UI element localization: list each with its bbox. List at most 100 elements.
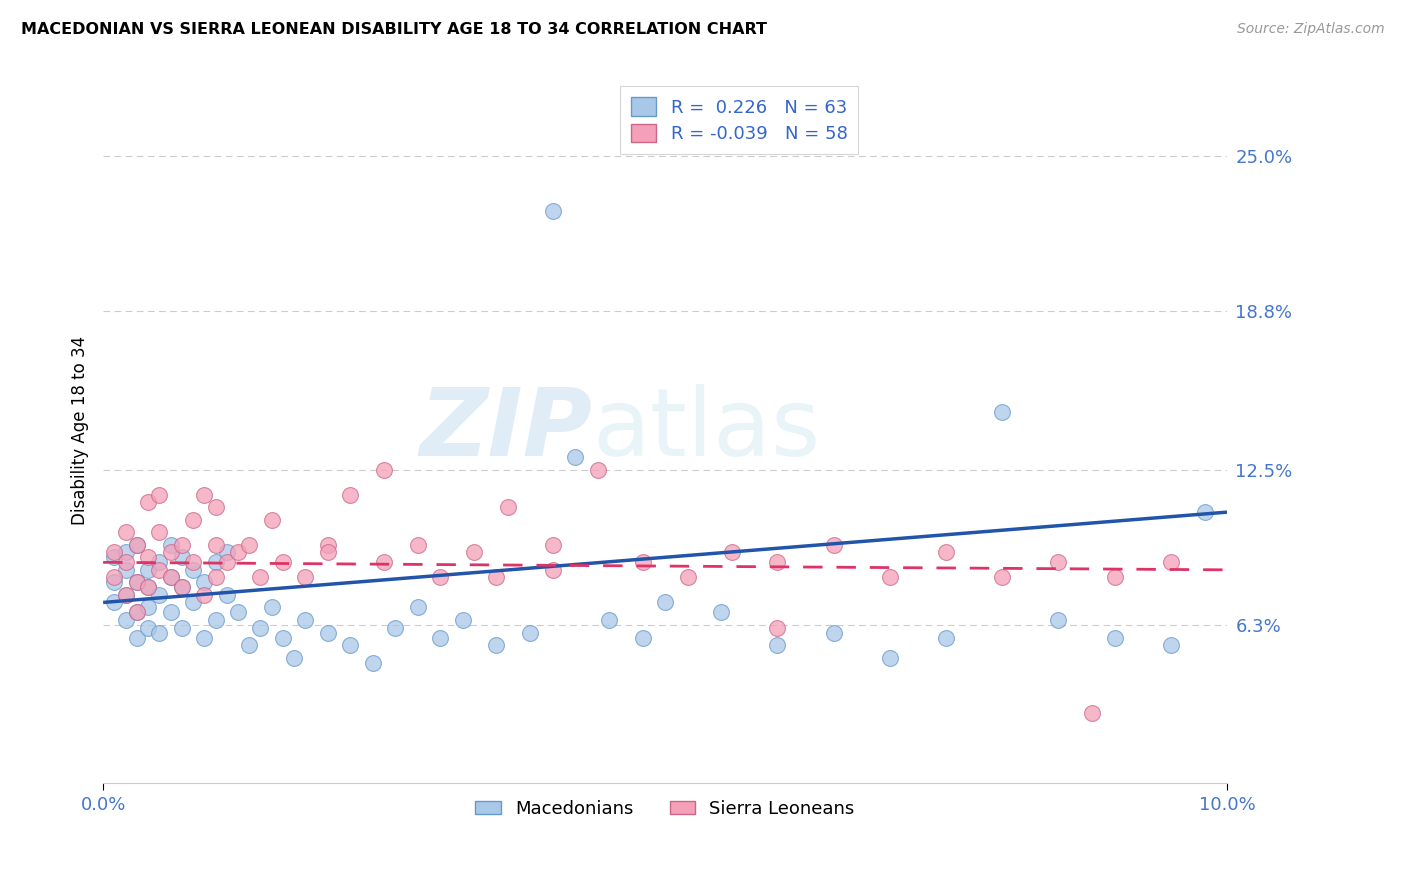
Point [170, 538, 193, 552]
Point [148, 625, 170, 640]
Point [114, 588, 136, 602]
Point [114, 545, 136, 559]
Point [114, 525, 136, 540]
Point [541, 538, 564, 552]
Point [193, 487, 215, 501]
Point [879, 650, 901, 665]
Point [631, 555, 654, 569]
Point [103, 550, 125, 565]
Point [204, 500, 226, 515]
Point [103, 595, 125, 609]
Point [204, 570, 226, 584]
Point [204, 613, 226, 627]
Point [316, 625, 339, 640]
Point [766, 638, 789, 652]
Point [935, 631, 957, 645]
Point [260, 600, 283, 615]
Point [541, 563, 564, 577]
Point [991, 405, 1014, 419]
Point [125, 606, 148, 620]
Text: atlas: atlas [592, 384, 820, 476]
Point [215, 588, 238, 602]
Point [125, 631, 148, 645]
Point [1104, 570, 1126, 584]
Point [125, 575, 148, 590]
Point [1104, 631, 1126, 645]
Point [935, 545, 957, 559]
Point [766, 621, 789, 635]
Point [823, 538, 845, 552]
Point [721, 545, 744, 559]
Point [204, 538, 226, 552]
Point [429, 631, 451, 645]
Point [193, 588, 215, 602]
Point [373, 555, 395, 569]
Point [125, 538, 148, 552]
Point [170, 581, 193, 595]
Point [136, 550, 159, 565]
Point [823, 625, 845, 640]
Point [136, 600, 159, 615]
Point [283, 650, 305, 665]
Point [1160, 638, 1182, 652]
Text: ZIP: ZIP [419, 384, 592, 476]
Point [654, 595, 676, 609]
Point [541, 204, 564, 219]
Point [991, 570, 1014, 584]
Point [114, 555, 136, 569]
Text: MACEDONIAN VS SIERRA LEONEAN DISABILITY AGE 18 TO 34 CORRELATION CHART: MACEDONIAN VS SIERRA LEONEAN DISABILITY … [21, 22, 768, 37]
Point [766, 555, 789, 569]
Point [181, 595, 204, 609]
Point [451, 613, 474, 627]
Point [226, 606, 249, 620]
Legend: Macedonians, Sierra Leoneans: Macedonians, Sierra Leoneans [468, 792, 862, 825]
Point [406, 538, 429, 552]
Point [125, 575, 148, 590]
Point [249, 570, 271, 584]
Point [181, 513, 204, 527]
Point [485, 570, 508, 584]
Point [710, 606, 733, 620]
Point [406, 600, 429, 615]
Point [114, 588, 136, 602]
Point [136, 563, 159, 577]
Point [361, 656, 384, 670]
Point [159, 570, 181, 584]
Point [879, 570, 901, 584]
Point [148, 555, 170, 569]
Point [159, 538, 181, 552]
Point [339, 638, 361, 652]
Point [586, 462, 609, 476]
Point [676, 570, 699, 584]
Point [1160, 555, 1182, 569]
Point [238, 638, 260, 652]
Point [316, 538, 339, 552]
Point [316, 545, 339, 559]
Point [103, 570, 125, 584]
Point [519, 625, 541, 640]
Point [136, 581, 159, 595]
Point [238, 538, 260, 552]
Point [485, 638, 508, 652]
Point [249, 621, 271, 635]
Point [1194, 505, 1216, 519]
Point [294, 613, 316, 627]
Point [496, 500, 519, 515]
Point [125, 538, 148, 552]
Point [103, 575, 125, 590]
Point [148, 588, 170, 602]
Point [204, 555, 226, 569]
Point [170, 550, 193, 565]
Point [170, 581, 193, 595]
Point [148, 487, 170, 501]
Point [136, 621, 159, 635]
Point [103, 545, 125, 559]
Point [136, 581, 159, 595]
Point [564, 450, 586, 464]
Point [1047, 613, 1070, 627]
Point [125, 606, 148, 620]
Point [1047, 555, 1070, 569]
Point [598, 613, 620, 627]
Point [215, 545, 238, 559]
Point [339, 487, 361, 501]
